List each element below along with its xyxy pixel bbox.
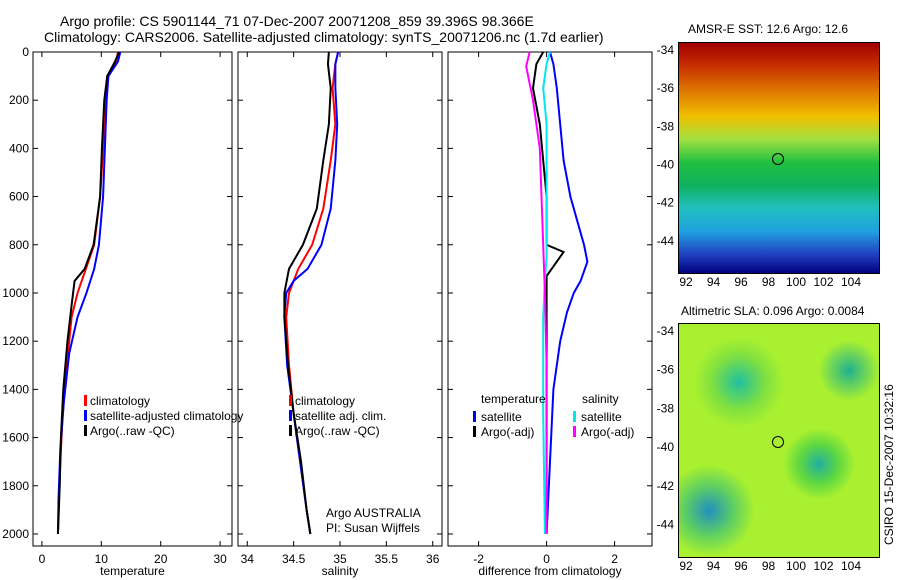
map-x-tick-label: 100	[786, 275, 806, 289]
legend-swatch	[573, 426, 576, 437]
legend-swatch	[84, 425, 87, 436]
y-tick-label: 0	[22, 45, 29, 59]
map-x-tick-label: 94	[707, 275, 721, 289]
legend-swatch	[473, 426, 476, 437]
map-y-tick-label: -44	[657, 234, 675, 248]
map-y-tick-label: -42	[657, 196, 675, 210]
legend-label: Argo(-adj)	[581, 425, 634, 439]
x-tick-label: 20	[154, 552, 168, 566]
map-x-tick-label: 104	[841, 275, 861, 289]
legend-label: satellite	[581, 410, 622, 424]
plot-frame-1	[237, 51, 443, 547]
series-line-climatology	[56, 51, 119, 534]
legend-swatch	[289, 425, 292, 436]
x-axis-label: salinity	[322, 564, 359, 578]
sla-map-title: Altimetric SLA: 0.096 Argo: 0.0084	[681, 304, 865, 318]
map-x-tick-label: 102	[813, 559, 833, 573]
map-y-tick-label: -38	[657, 401, 675, 415]
x-axis-label: difference from climatology	[478, 564, 621, 578]
legend-swatch	[289, 395, 292, 406]
map-x-tick-label: 104	[841, 559, 861, 573]
map-y-tick-label: -40	[657, 158, 675, 172]
map-y-tick-label: -44	[657, 518, 675, 532]
series-line-temperature-satellite	[545, 51, 589, 534]
series-line-argo-raw-qc-	[56, 51, 121, 534]
legend-label: climatology	[295, 394, 355, 408]
legend-label: satellite-adjusted climatology	[90, 409, 243, 423]
title-line-1: Argo profile: CS 5901144_71 07-Dec-2007 …	[60, 13, 534, 29]
title-line-2: Climatology: CARS2006. Satellite-adjuste…	[44, 29, 604, 45]
y-tick-label: 600	[9, 190, 29, 204]
map-x-tick-label: 96	[734, 559, 748, 573]
x-tick-label: 34.5	[282, 552, 306, 566]
y-tick-label: 1200	[2, 334, 29, 348]
annotation-text: PI: Susan Wijffels	[326, 521, 420, 535]
argo-location-marker	[772, 436, 784, 448]
legend-label: Argo(..raw -QC)	[90, 424, 175, 438]
y-tick-label: 2000	[2, 527, 29, 541]
legend-swatch	[84, 395, 87, 406]
legend-label: Argo(..raw -QC)	[295, 424, 380, 438]
map-x-tick-label: 92	[679, 275, 693, 289]
legend-swatch	[573, 411, 576, 422]
argo-location-marker	[772, 153, 784, 165]
legend-label: satellite adj. clim.	[295, 409, 386, 423]
series-line-argo-raw-qc-	[283, 51, 332, 535]
series-line-climatology	[285, 51, 340, 535]
map-x-tick-label: 92	[679, 559, 693, 573]
map-y-tick-label: -38	[657, 119, 675, 133]
y-tick-label: 800	[9, 238, 29, 252]
series-line-satellite-adjusted-climatology	[56, 51, 122, 534]
x-tick-label: 0	[39, 552, 46, 566]
map-y-tick-label: -34	[657, 43, 675, 57]
annotation-text: Argo AUSTRALIA	[326, 506, 421, 520]
y-tick-label: 1600	[2, 431, 29, 445]
plot-frame-0	[32, 51, 233, 547]
map-x-tick-label: 102	[813, 275, 833, 289]
x-tick-label: 35	[333, 552, 347, 566]
map-y-tick-label: -36	[657, 81, 675, 95]
legend-swatch	[289, 410, 292, 421]
series-line-salinity-satellite	[542, 51, 551, 534]
x-tick-label: -2	[473, 552, 484, 566]
legend-swatch	[84, 410, 87, 421]
legend-label: satellite	[481, 410, 522, 424]
y-tick-label: 1800	[2, 479, 29, 493]
x-tick-label: 30	[213, 552, 227, 566]
series-line-temperature-argo-adj-	[531, 51, 566, 534]
map-x-tick-label: 98	[762, 275, 776, 289]
legend-label: climatology	[90, 394, 150, 408]
map-y-tick-label: -40	[657, 440, 675, 454]
x-tick-label: 0	[543, 552, 550, 566]
legend-title-salinity: salinity	[582, 392, 619, 406]
x-tick-label: 35.5	[375, 552, 399, 566]
sst-map	[678, 42, 880, 274]
map-x-tick-label: 100	[786, 559, 806, 573]
x-tick-label: 36	[426, 552, 440, 566]
legend-title-temperature: temperature	[481, 392, 546, 406]
map-y-tick-label: -34	[657, 324, 675, 338]
x-axis-label: temperature	[100, 564, 165, 578]
map-y-tick-label: -42	[657, 479, 675, 493]
series-line-satellite-adj-clim-	[283, 51, 340, 535]
legend-swatch	[473, 411, 476, 422]
map-x-tick-label: 96	[734, 275, 748, 289]
map-x-tick-label: 94	[707, 559, 721, 573]
series-line-salinity-argo-adj-	[525, 51, 548, 534]
y-tick-label: 1000	[2, 286, 29, 300]
legend-label: Argo(-adj)	[481, 425, 534, 439]
side-timestamp: CSIRO 15-Dec-2007 10:32:16	[882, 384, 896, 545]
map-y-tick-label: -36	[657, 363, 675, 377]
map-x-tick-label: 98	[762, 559, 776, 573]
y-tick-label: 1400	[2, 382, 29, 396]
y-tick-label: 400	[9, 141, 29, 155]
x-tick-label: 34	[241, 552, 255, 566]
x-tick-label: 10	[95, 552, 109, 566]
x-tick-label: 2	[611, 552, 618, 566]
y-tick-label: 200	[9, 93, 29, 107]
sst-map-title: AMSR-E SST: 12.6 Argo: 12.6	[688, 22, 849, 36]
sla-map	[678, 323, 880, 558]
